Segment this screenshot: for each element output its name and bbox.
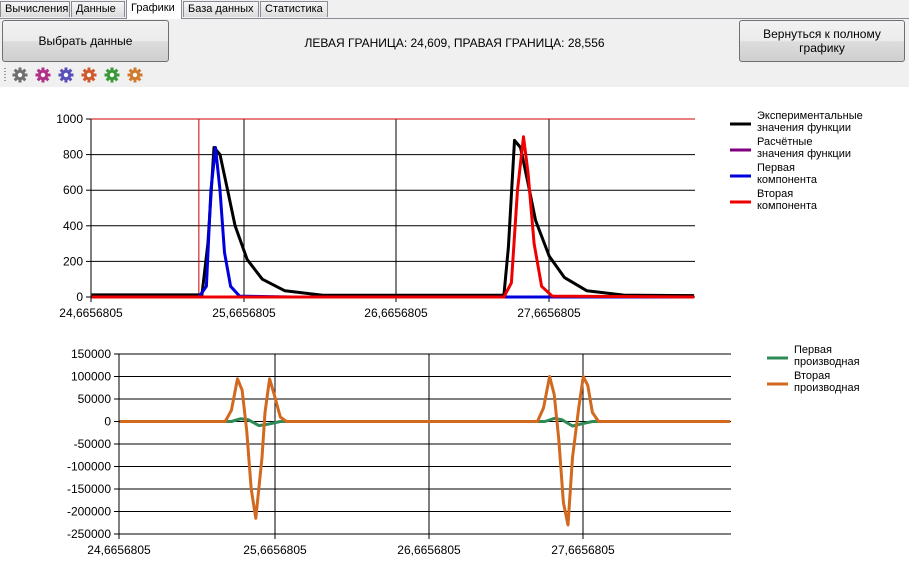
y-tick-label: -150000 <box>67 482 111 496</box>
y-tick-label: 1000 <box>56 112 83 126</box>
tab-statistics[interactable]: Статистика <box>260 1 328 17</box>
y-tick-label: 200 <box>63 254 83 268</box>
y-tick-label: -100000 <box>67 460 111 474</box>
select-data-button[interactable]: Выбрать данные <box>2 20 169 62</box>
gear-icon[interactable] <box>104 67 120 83</box>
tab-data[interactable]: Данные <box>71 1 125 17</box>
y-tick-label: 50000 <box>78 392 112 406</box>
top-panel: Выбрать данные Вернуться к полному графи… <box>0 19 909 63</box>
y-tick-label: 800 <box>63 148 83 162</box>
series-line-3 <box>91 146 695 299</box>
x-tick-label: 25,6656805 <box>243 543 307 557</box>
y-tick-label: 400 <box>63 219 83 233</box>
y-tick-label: -50000 <box>74 437 112 451</box>
x-tick-label: 27,6656805 <box>551 543 615 557</box>
icon-toolbar <box>0 63 909 87</box>
legend-first-component: Первая компонента <box>757 162 818 186</box>
gear-icon[interactable] <box>35 67 51 83</box>
tab-database[interactable]: База данных <box>183 1 259 17</box>
x-tick-label: 24,6656805 <box>59 306 123 320</box>
x-tick-label: 26,6656805 <box>364 306 428 320</box>
chart-1-legend: Экспериментальные значения функцииРасчётн… <box>730 110 863 212</box>
x-tick-label: 24,6656805 <box>87 543 151 557</box>
x-tick-label: 26,6656805 <box>397 543 461 557</box>
back-to-full-graph-button[interactable]: Вернуться к полному графику <box>739 20 905 62</box>
chart-1: 1000 800 600 400 200 0 24,6656805 25,6656805 26,… <box>56 112 695 320</box>
gear-icon[interactable] <box>12 67 28 83</box>
legend-second-component: Вторая компонента <box>757 188 818 212</box>
tab-strip: Вычисления Данные Графики База данных Ст… <box>0 0 909 19</box>
bounds-label: ЛЕВАЯ ГРАНИЦА: 24,609, ПРАВАЯ ГРАНИЦА: 2… <box>304 36 605 50</box>
charts-area: 1000 800 600 400 200 0 24,6656805 25,6656805 26,… <box>56 110 863 557</box>
gear-icon[interactable] <box>81 67 97 83</box>
y-tick-label: 0 <box>104 415 111 429</box>
tab-graphs[interactable]: Графики <box>126 0 182 19</box>
legend-second-derivative: Вторая производная <box>794 370 860 394</box>
series-line-4 <box>91 135 695 299</box>
x-tick-label: 25,6656805 <box>212 306 276 320</box>
series-line-2 <box>119 375 731 527</box>
series-line-1 <box>91 138 695 298</box>
y-tick-label: -250000 <box>67 527 111 541</box>
tab-calculations[interactable]: Вычисления <box>0 1 70 17</box>
y-tick-label: 150000 <box>71 347 111 361</box>
gear-icon[interactable] <box>58 67 74 83</box>
legend-experimental: Экспериментальные значения функции <box>757 110 863 134</box>
toolbar-grip[interactable] <box>4 68 6 82</box>
gear-icon[interactable] <box>127 67 143 83</box>
y-tick-label: 0 <box>76 290 83 304</box>
y-tick-label: -200000 <box>67 505 111 519</box>
y-tick-label: 100000 <box>71 370 111 384</box>
legend-calculated: Расчётные значения функции <box>757 136 851 160</box>
chart-2: 150000 100000 50000 0 -50000 -100000 -150000 -2… <box>67 347 731 557</box>
legend-first-derivative: Первая производная <box>794 344 860 368</box>
y-tick-label: 600 <box>63 183 83 197</box>
x-tick-label: 27,6656805 <box>517 306 581 320</box>
